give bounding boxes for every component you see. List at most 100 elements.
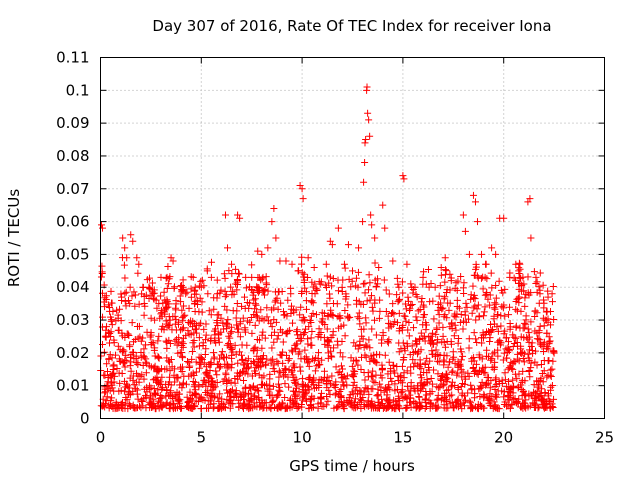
data-point [365,286,373,294]
data-point [363,297,371,305]
data-point [488,244,496,252]
data-point [412,313,420,321]
data-point [130,338,138,346]
data-point [270,316,278,324]
data-point [341,332,349,340]
data-point [367,372,375,380]
data-point [285,383,293,391]
data-point [259,328,267,336]
data-point [444,374,452,382]
data-point [146,392,154,400]
data-point [435,384,443,392]
data-point [362,319,370,327]
data-point [435,319,443,327]
data-point [138,371,146,379]
data-point [519,324,527,332]
data-point [369,367,377,375]
y-tick-label: 0.07 [56,180,89,198]
data-point [280,308,288,316]
data-point [333,300,341,308]
data-point [470,271,478,279]
data-point [458,405,466,413]
data-point [179,283,187,291]
data-point [259,352,267,360]
data-point [232,387,240,395]
data-point [515,370,523,378]
data-point [109,362,117,370]
data-point [236,333,244,341]
data-point [268,218,276,226]
data-point [130,288,138,296]
data-point [545,333,553,341]
data-point [355,244,363,252]
data-point [501,312,509,320]
data-point [416,371,424,379]
data-point [346,400,354,408]
data-point [398,362,406,370]
data-point [102,326,110,334]
data-point [532,280,540,288]
data-point [154,337,162,345]
data-point [253,284,261,292]
data-point [225,363,233,371]
data-point [372,371,380,379]
data-point [350,367,358,375]
data-point [217,351,225,359]
data-point [335,324,343,332]
data-point [407,302,415,310]
data-point [500,330,508,338]
data-point [116,305,124,313]
data-point [521,377,529,385]
data-point [261,286,269,294]
data-point [142,369,150,377]
data-point [253,352,261,360]
data-point [268,344,276,352]
data-point [376,296,384,304]
data-point [399,172,407,180]
data-point [417,329,425,337]
data-point [339,276,347,284]
data-point [544,293,552,301]
data-point [110,339,118,347]
data-point [139,283,147,291]
data-point [461,308,469,316]
data-point [240,392,248,400]
data-point [544,392,552,400]
data-point [299,195,307,203]
data-point [525,368,533,376]
data-point [277,351,285,359]
data-point [349,390,357,398]
data-point [390,310,398,318]
data-point [125,384,133,392]
data-point [108,394,116,402]
data-point [323,300,331,308]
data-point [240,376,248,384]
data-point [426,357,434,365]
data-point [100,348,108,356]
data-point [244,355,252,363]
data-point [126,374,134,382]
data-point [478,334,486,342]
data-point [142,394,150,402]
data-point [197,354,205,362]
data-point [456,318,464,326]
data-point [376,307,384,315]
data-point [365,116,373,124]
chart-title: Day 307 of 2016, Rate Of TEC Index for r… [152,17,551,35]
data-point [438,394,446,402]
data-point [258,344,266,352]
data-point [356,341,364,349]
data-point [366,132,374,140]
data-point [125,388,133,396]
data-point [221,211,229,219]
data-point [418,295,426,303]
data-point [440,295,448,303]
data-point [470,357,478,365]
data-point [281,311,289,319]
data-point [317,394,325,402]
data-point [176,326,184,334]
data-point [185,304,193,312]
data-point [398,379,406,387]
data-point [276,326,284,334]
data-point [538,395,546,403]
